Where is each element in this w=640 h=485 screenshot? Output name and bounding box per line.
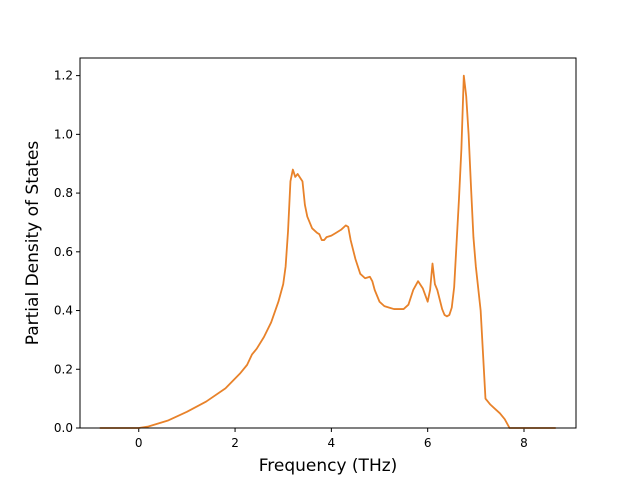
x-tick-label: 2 — [231, 436, 239, 450]
y-tick-label: 1.2 — [54, 69, 73, 83]
x-axis-label: Frequency (THz) — [259, 456, 398, 476]
x-tick-label: 0 — [135, 436, 143, 450]
y-tick-label: 0.2 — [54, 362, 73, 376]
plot-area — [80, 58, 576, 428]
y-axis-label: Partial Density of States — [23, 141, 43, 346]
x-tick-label: 4 — [328, 436, 336, 450]
y-axis-ticks: 0.0 0.2 0.4 0.6 0.8 1.0 1.2 — [54, 69, 80, 435]
y-tick-label: 0.0 — [54, 421, 73, 435]
y-tick-label: 0.8 — [54, 186, 73, 200]
y-tick-label: 1.0 — [54, 127, 73, 141]
y-tick-label: 0.6 — [54, 245, 73, 259]
y-tick-label: 0.4 — [54, 304, 73, 318]
x-tick-label: 6 — [424, 436, 432, 450]
series-line — [99, 74, 557, 429]
x-tick-label: 8 — [520, 436, 528, 450]
x-axis-ticks: 0 2 4 6 8 — [135, 428, 528, 450]
plot-frame — [79, 57, 577, 429]
